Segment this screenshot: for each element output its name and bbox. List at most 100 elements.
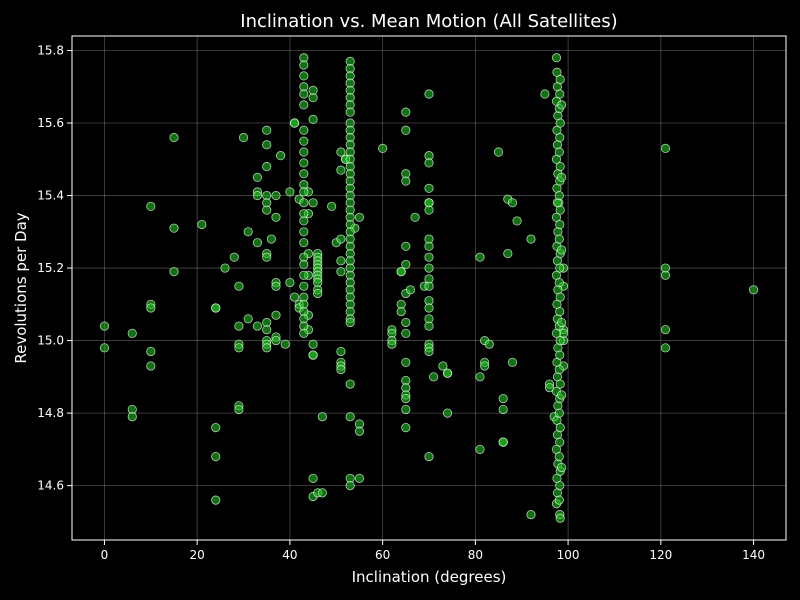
data-point xyxy=(289,292,300,302)
data-point xyxy=(308,85,318,95)
data-point xyxy=(503,248,513,259)
data-point xyxy=(401,259,411,270)
data-point xyxy=(555,219,565,230)
data-point xyxy=(345,481,355,491)
axis-ticks: 0 20 40 60 80 100 120 140 14.6 14.8 15.0 15.2 15.4 15… xyxy=(37,44,765,562)
data-point xyxy=(484,339,494,349)
data-point xyxy=(262,125,272,135)
data-point xyxy=(354,212,365,222)
data-point xyxy=(424,205,434,215)
data-point xyxy=(243,227,253,237)
data-point xyxy=(554,408,564,418)
data-point xyxy=(146,201,156,212)
data-point xyxy=(555,205,565,215)
data-point xyxy=(660,270,671,280)
data-point xyxy=(442,368,453,378)
data-point xyxy=(345,379,355,389)
data-point xyxy=(555,335,565,346)
data-point xyxy=(354,473,365,483)
data-point xyxy=(554,451,564,462)
data-point xyxy=(424,183,434,193)
data-point xyxy=(271,190,281,201)
data-point xyxy=(299,60,309,70)
x-tick-label: 0 xyxy=(101,548,109,562)
data-point xyxy=(169,132,179,143)
data-point xyxy=(555,292,565,302)
data-point xyxy=(146,346,156,357)
data-point xyxy=(396,267,406,277)
data-point xyxy=(480,361,490,371)
data-point xyxy=(308,114,318,125)
data-point xyxy=(127,328,137,338)
data-point xyxy=(211,495,221,505)
data-point xyxy=(660,143,671,153)
data-point xyxy=(299,125,309,135)
data-point xyxy=(387,339,397,349)
data-point xyxy=(285,277,295,288)
data-point xyxy=(262,252,272,262)
data-point xyxy=(424,346,434,357)
data-point xyxy=(401,107,411,117)
data-point xyxy=(336,234,346,244)
data-point xyxy=(197,219,207,230)
data-point xyxy=(285,187,295,197)
y-tick-label: 15.0 xyxy=(37,334,64,348)
data-point xyxy=(555,263,565,273)
data-point xyxy=(220,263,230,273)
data-point xyxy=(276,151,286,161)
data-point xyxy=(317,412,327,422)
data-point xyxy=(299,136,309,146)
data-point xyxy=(554,190,564,201)
data-point xyxy=(438,361,448,371)
data-point xyxy=(211,451,221,462)
data-point xyxy=(299,259,309,270)
data-point xyxy=(271,212,281,222)
data-point xyxy=(299,100,309,110)
data-point xyxy=(308,473,318,483)
data-point xyxy=(211,303,221,313)
x-axis-label: Inclination (degrees) xyxy=(352,568,507,586)
data-point xyxy=(99,343,110,353)
data-point xyxy=(424,263,434,273)
data-point xyxy=(551,53,562,63)
data-point xyxy=(262,205,272,215)
data-point xyxy=(556,317,567,328)
data-point xyxy=(238,132,249,143)
data-point xyxy=(271,281,281,291)
data-point xyxy=(299,227,309,237)
chart-title: Inclination vs. Mean Motion (All Satelli… xyxy=(240,11,617,32)
data-point xyxy=(299,328,309,338)
data-point xyxy=(211,422,221,433)
data-point xyxy=(555,513,565,523)
data-point xyxy=(424,281,434,291)
data-point xyxy=(424,321,434,331)
data-point xyxy=(555,74,565,85)
data-point xyxy=(554,495,564,505)
data-point xyxy=(556,245,567,255)
data-point xyxy=(127,412,137,422)
data-point xyxy=(336,147,346,157)
data-point xyxy=(299,270,309,280)
data-point xyxy=(299,187,309,197)
data-point xyxy=(99,321,110,331)
data-point xyxy=(252,321,263,331)
x-tick-label: 20 xyxy=(190,548,205,562)
x-tick-label: 80 xyxy=(468,548,483,562)
data-point xyxy=(336,346,346,357)
data-point xyxy=(526,510,536,520)
data-point xyxy=(554,277,564,288)
data-point xyxy=(555,437,565,447)
data-point xyxy=(401,241,411,251)
data-point xyxy=(266,234,276,244)
data-point xyxy=(401,125,411,135)
data-point xyxy=(289,118,300,128)
data-point xyxy=(252,190,263,201)
data-point xyxy=(299,71,309,81)
data-point xyxy=(299,147,309,157)
data-point xyxy=(429,372,439,382)
data-point xyxy=(401,328,411,338)
data-point xyxy=(396,306,406,317)
data-point xyxy=(498,437,508,447)
data-point xyxy=(345,412,355,422)
data-point xyxy=(271,335,281,346)
